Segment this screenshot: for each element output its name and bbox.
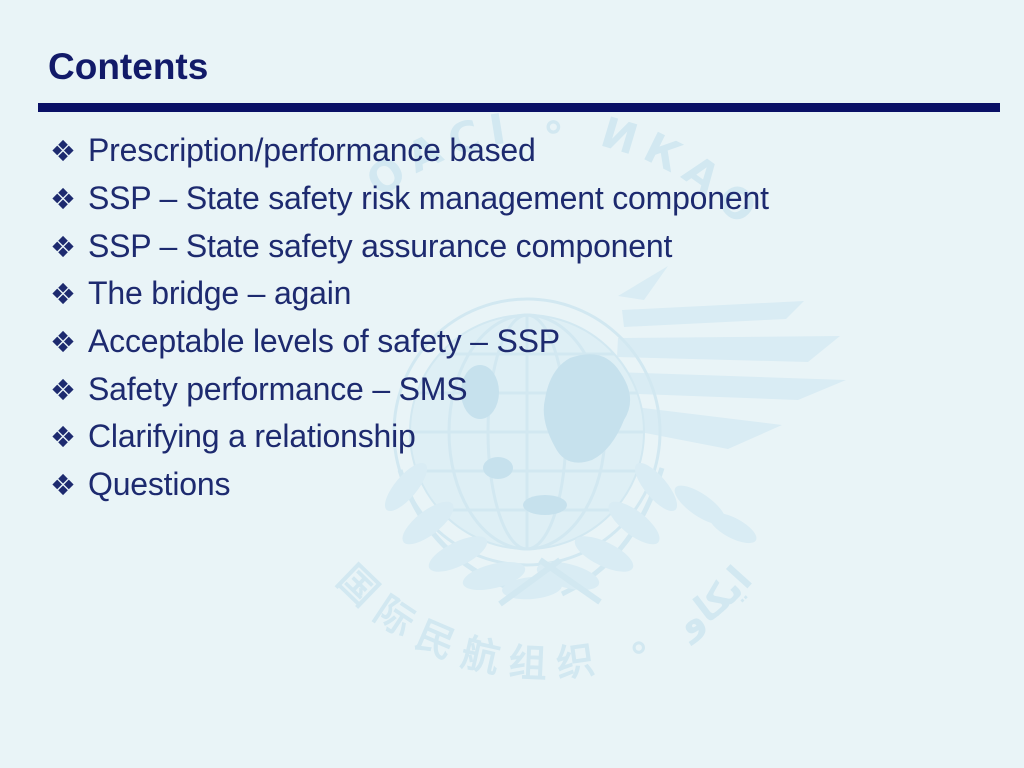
list-item-text: Safety performance – SMS	[88, 370, 468, 407]
title-underline	[38, 103, 1000, 112]
list-item-text: Acceptable levels of safety – SSP	[88, 323, 560, 360]
list-item: ❖ Safety performance – SMS	[50, 365, 950, 413]
list-item-text: Prescription/performance based	[88, 132, 536, 169]
list-item: ❖ The bridge – again	[50, 270, 950, 318]
contents-list: ❖ Prescription/performance based ❖ SSP –…	[50, 127, 950, 509]
diamond-bullet-icon: ❖	[50, 277, 76, 312]
list-item-text: Clarifying a relationship	[88, 418, 416, 455]
list-item-text: The bridge – again	[88, 275, 352, 312]
list-item: ❖ Acceptable levels of safety – SSP	[50, 318, 950, 366]
list-item-text: Questions	[88, 466, 231, 503]
list-item-text: SSP – State safety assurance component	[88, 227, 673, 264]
watermark-ring-text-bottom: 国际民航组织 ∘ ايكاو	[329, 557, 761, 687]
list-item-text: SSP – State safety risk management compo…	[88, 180, 769, 217]
list-item: ❖ SSP – State safety assurance component	[50, 222, 950, 270]
diamond-bullet-icon: ❖	[50, 325, 76, 360]
diamond-bullet-icon: ❖	[50, 229, 76, 264]
diamond-bullet-icon: ❖	[50, 468, 76, 503]
diamond-bullet-icon: ❖	[50, 182, 76, 217]
diamond-bullet-icon: ❖	[50, 372, 76, 407]
list-item: ❖ SSP – State safety risk management com…	[50, 175, 950, 223]
list-item: ❖ Questions	[50, 461, 950, 509]
page-title: Contents	[48, 46, 209, 87]
diamond-bullet-icon: ❖	[50, 134, 76, 169]
list-item: ❖ Clarifying a relationship	[50, 413, 950, 461]
diamond-bullet-icon: ❖	[50, 420, 76, 455]
list-item: ❖ Prescription/performance based	[50, 127, 950, 175]
